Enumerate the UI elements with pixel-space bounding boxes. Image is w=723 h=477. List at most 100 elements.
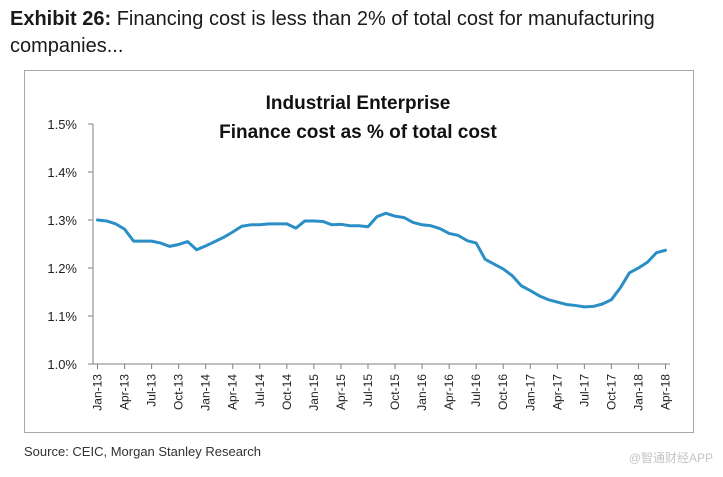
- data-point: [321, 220, 325, 223]
- data-point: [222, 236, 225, 239]
- data-point: [357, 224, 361, 227]
- x-tick-label: Oct-13: [172, 374, 186, 410]
- data-point: [574, 304, 577, 307]
- x-tick-label: Apr-14: [226, 374, 240, 410]
- exhibit-title: Exhibit 26: Financing cost is less than …: [10, 6, 710, 60]
- data-point: [258, 223, 261, 226]
- data-point: [384, 212, 388, 215]
- y-tick-label: 1.5%: [47, 117, 77, 132]
- exhibit-label: Exhibit 26:: [10, 8, 112, 30]
- chart-title-line-2: Finance cost as % of total cost: [219, 122, 497, 143]
- data-point: [105, 219, 108, 223]
- data-point: [474, 241, 478, 245]
- x-tick-label: Oct-14: [280, 374, 294, 410]
- data-point: [529, 289, 532, 292]
- chart-title-line-1: Industrial Enterprise: [266, 93, 451, 114]
- data-point: [628, 271, 631, 274]
- data-point: [402, 216, 406, 219]
- x-tick-label: Jan-15: [307, 374, 321, 411]
- data-point: [420, 223, 424, 226]
- x-axis-ticks: Jan-13 Apr-13 Jul-13 Oct-13 Jan-14 Apr-14 Jul-…: [91, 364, 672, 411]
- data-point: [276, 222, 280, 226]
- data-point: [114, 222, 117, 226]
- data-point: [465, 239, 469, 242]
- data-point: [186, 240, 189, 243]
- data-point: [123, 227, 126, 231]
- data-point: [411, 221, 415, 224]
- x-tick-label: Jan-14: [199, 374, 213, 411]
- data-point: [204, 244, 207, 248]
- x-tick-label: Oct-17: [604, 374, 618, 410]
- data-point: [664, 249, 667, 252]
- x-tick-label: Jan-13: [91, 374, 105, 411]
- data-point: [493, 262, 496, 266]
- data-point: [177, 243, 180, 246]
- x-tick-label: Oct-16: [496, 374, 510, 410]
- data-point: [141, 239, 144, 243]
- data-point: [393, 214, 397, 218]
- data-point: [330, 223, 334, 226]
- data-point: [601, 302, 604, 306]
- plot-area: [96, 211, 667, 309]
- data-point: [195, 248, 198, 251]
- x-tick-label: Oct-15: [388, 374, 402, 410]
- data-point: [231, 230, 234, 234]
- y-tick-label: 1.3%: [47, 213, 77, 228]
- data-point: [565, 303, 568, 306]
- y-tick-label: 1.2%: [47, 261, 77, 276]
- x-tick-label: Jul-15: [361, 374, 375, 407]
- data-point: [502, 267, 505, 271]
- data-point: [619, 286, 622, 289]
- x-tick-label: Apr-18: [658, 374, 672, 410]
- x-tick-label: Jan-16: [415, 374, 429, 411]
- data-point: [538, 294, 541, 298]
- data-point: [168, 245, 171, 248]
- data-point: [303, 219, 307, 223]
- chart-axes: [92, 124, 670, 365]
- line-chart: Industrial Enterprise Finance cost as % …: [47, 93, 672, 411]
- data-point: [348, 224, 352, 227]
- data-point: [249, 223, 252, 226]
- x-tick-label: Apr-16: [442, 374, 456, 410]
- x-tick-label: Jul-17: [577, 374, 591, 407]
- x-tick-label: Jul-13: [145, 374, 159, 407]
- exhibit-text: Financing cost is less than 2% of total …: [10, 8, 655, 57]
- data-point: [456, 234, 460, 237]
- data-point: [159, 241, 162, 245]
- data-point: [339, 223, 343, 226]
- x-tick-label: Jul-16: [469, 374, 483, 407]
- data-point: [429, 224, 433, 227]
- data-point: [294, 226, 298, 230]
- data-point: [267, 222, 270, 226]
- data-point: [592, 305, 595, 308]
- watermark: @智通财经APP: [628, 451, 713, 465]
- x-tick-label: Jan-18: [631, 374, 645, 411]
- data-point: [366, 225, 370, 228]
- series-line-finance-cost: [96, 211, 667, 309]
- data-point: [240, 225, 243, 228]
- data-point: [637, 266, 640, 270]
- data-point: [520, 284, 523, 287]
- x-tick-label: Apr-17: [550, 374, 564, 410]
- y-axis-ticks: 1.0% 1.1% 1.2% 1.3% 1.4% 1.5%: [47, 117, 93, 372]
- x-tick-label: Apr-13: [118, 374, 132, 410]
- x-tick-label: Apr-15: [334, 374, 348, 410]
- data-point: [511, 274, 514, 277]
- data-point: [447, 232, 451, 235]
- data-point: [150, 239, 153, 243]
- data-point: [583, 305, 586, 309]
- chart-frame: Industrial Enterprise Finance cost as % …: [24, 70, 694, 433]
- source-note: Source: CEIC, Morgan Stanley Research: [24, 444, 261, 459]
- data-point: [547, 298, 550, 301]
- y-tick-label: 1.4%: [47, 165, 77, 180]
- y-tick-label: 1.0%: [47, 357, 77, 372]
- data-point: [312, 219, 316, 223]
- data-point: [96, 218, 99, 222]
- data-point: [655, 251, 658, 254]
- data-point: [646, 261, 649, 264]
- data-point: [375, 215, 379, 218]
- data-point: [556, 300, 559, 304]
- x-tick-label: Jan-17: [523, 374, 537, 411]
- data-point: [213, 240, 216, 243]
- data-point: [132, 239, 135, 243]
